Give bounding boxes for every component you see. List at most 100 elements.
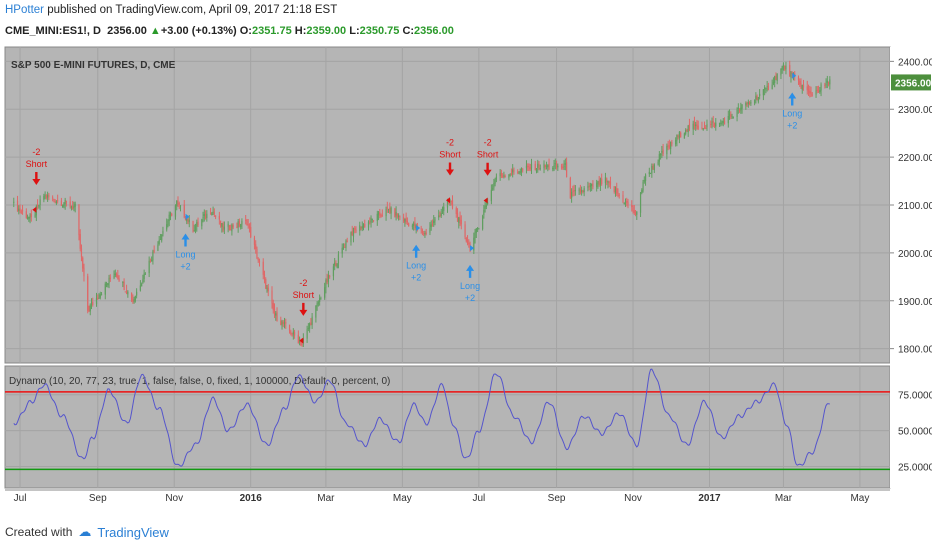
- candle-body: [316, 303, 318, 307]
- candle-body: [285, 322, 287, 324]
- candle-body: [351, 231, 353, 236]
- candle-body: [464, 224, 466, 238]
- candle-body: [149, 260, 152, 262]
- candle-body: [500, 172, 503, 176]
- candle-body: [220, 220, 222, 226]
- candle-body: [443, 206, 445, 211]
- candle-body: [592, 183, 594, 188]
- candle-body: [114, 273, 116, 276]
- candle-body: [441, 211, 444, 213]
- price-tick-label: 1900.00: [898, 297, 932, 308]
- candle-body: [320, 298, 322, 300]
- signal-amount: -2: [299, 278, 307, 288]
- candle-body: [465, 238, 467, 242]
- candle-body: [535, 168, 538, 172]
- candle-body: [69, 201, 71, 208]
- candle-body: [810, 92, 812, 95]
- candle-body: [807, 89, 810, 93]
- candle-body: [290, 331, 292, 334]
- candle-body: [346, 240, 348, 242]
- candle-body: [737, 107, 739, 109]
- candle-body: [377, 212, 380, 215]
- candle-body: [20, 211, 22, 213]
- candle-body: [797, 76, 800, 81]
- candle-body: [166, 224, 168, 230]
- candle-body: [776, 74, 778, 81]
- candle-body: [520, 168, 523, 173]
- candle-body: [276, 312, 278, 322]
- open-label: O:: [239, 25, 252, 37]
- candle-body: [668, 145, 670, 148]
- chart-svg[interactable]: Jul Sep Nov 2016 Mar May Jul Sep Nov 2017 Mar May 18…: [0, 0, 932, 522]
- candle-body: [168, 214, 170, 221]
- candle-body: [227, 223, 229, 227]
- candle-body: [263, 274, 266, 279]
- candle-body: [118, 278, 120, 282]
- candle-body: [238, 221, 241, 226]
- candle-body: [670, 141, 672, 150]
- candle-body: [653, 164, 655, 171]
- candle-body: [544, 164, 546, 168]
- candle-body: [667, 145, 669, 147]
- candle-body: [161, 234, 163, 241]
- candle-body: [598, 180, 600, 186]
- candle-body: [306, 329, 308, 339]
- signal-type: Short: [26, 159, 48, 169]
- candle-body: [387, 209, 390, 211]
- candle-body: [632, 207, 634, 212]
- candle-body: [424, 232, 426, 235]
- candle-body: [607, 180, 609, 184]
- candle-body: [298, 341, 301, 343]
- candle-body: [545, 166, 548, 168]
- candle-body: [825, 83, 827, 85]
- candle-body: [211, 213, 213, 216]
- candle-body: [406, 221, 408, 223]
- osc-tick-label: 50.0000: [898, 427, 932, 438]
- candle-body: [34, 214, 36, 217]
- signal-amount: -2: [446, 137, 454, 147]
- candle-body: [283, 322, 286, 324]
- candle-body: [430, 224, 432, 228]
- candle-body: [325, 280, 327, 288]
- candle-body: [157, 244, 159, 251]
- candle-body: [705, 127, 707, 129]
- long-arrow-icon: [788, 92, 797, 106]
- candle-body: [433, 220, 435, 224]
- candle-body: [495, 176, 497, 180]
- candle-body: [784, 65, 786, 70]
- candle-body: [359, 225, 361, 232]
- candle-body: [107, 283, 109, 286]
- candle-body: [530, 163, 533, 169]
- candle-body: [297, 334, 299, 344]
- candle-body: [344, 246, 346, 248]
- symbol-label: CME_MINI:ES1!, D: [5, 25, 101, 37]
- candle-body: [706, 124, 708, 128]
- candle-body: [148, 260, 150, 274]
- candle-body: [755, 95, 757, 100]
- candle-body: [236, 226, 238, 228]
- candle-body: [503, 175, 505, 177]
- candle-body: [627, 202, 629, 206]
- price-tick-label: 2300.00: [898, 105, 932, 116]
- candle-body: [458, 217, 460, 223]
- author-link[interactable]: HPotter: [5, 4, 44, 16]
- x-tick-label: Nov: [165, 493, 183, 504]
- candle-body: [288, 324, 291, 331]
- candle-body: [247, 224, 249, 226]
- candle-body: [399, 216, 401, 218]
- candle-body: [367, 221, 370, 228]
- x-tick-label: May: [393, 493, 412, 504]
- candle-body: [555, 163, 558, 168]
- candle-body: [171, 213, 173, 216]
- candle-body: [608, 181, 610, 183]
- candle-body: [72, 205, 74, 209]
- low-label: L:: [349, 25, 360, 37]
- tradingview-brand[interactable]: TradingView: [97, 524, 169, 540]
- candle-body: [548, 163, 550, 169]
- candle-body: [221, 223, 223, 227]
- candle-body: [90, 302, 93, 305]
- candle-body: [16, 200, 19, 212]
- long-entry-marker-icon: [185, 213, 190, 220]
- candle-body: [502, 175, 504, 177]
- candle-body: [692, 123, 694, 130]
